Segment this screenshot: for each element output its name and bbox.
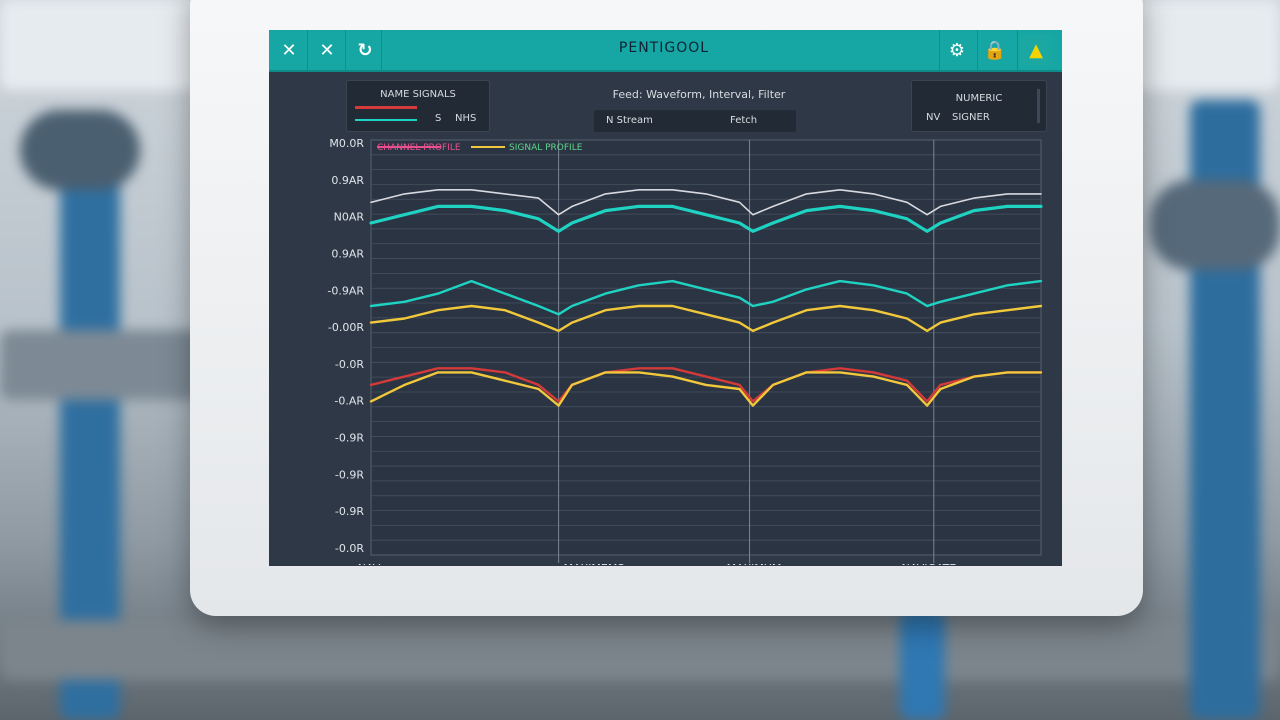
- x-tick-label: MAXIMEMS: [564, 562, 625, 565]
- lock-icon[interactable]: 🔒: [983, 39, 1007, 61]
- signal-bar-teal: [355, 119, 417, 121]
- settings-icon[interactable]: ⚙: [948, 39, 966, 61]
- top-toolbar: ✕ ✕ ↻ PENTIGOOL ⚙ 🔒 ▲: [269, 30, 1062, 72]
- y-tick-label: -0.0R: [335, 358, 364, 371]
- x-tick-label: NAVIGATE: [902, 562, 957, 565]
- numeric-right: SIGNER: [952, 112, 990, 123]
- numeric-scrollbar[interactable]: [1037, 89, 1040, 123]
- x-tick-label: NAV: [358, 562, 381, 565]
- collapse-icon[interactable]: ✕: [319, 39, 335, 61]
- y-tick-label: -0.9R: [335, 505, 364, 518]
- close-icon[interactable]: ✕: [281, 39, 297, 61]
- signals-right: NHS: [455, 113, 477, 124]
- y-tick-label: -0.00R: [328, 321, 364, 334]
- warning-icon[interactable]: ▲: [1020, 34, 1052, 66]
- legend-label: CHANNEL PROFILE: [377, 143, 461, 153]
- x-tick-label: MAXIMUM: [727, 562, 782, 565]
- series-line: [369, 279, 1043, 316]
- signals-left: S: [435, 113, 442, 124]
- y-tick-label: -0.9R: [335, 432, 364, 445]
- refresh-icon[interactable]: ↻: [357, 39, 373, 61]
- signals-panel[interactable]: NAME SIGNALS S NHS: [346, 80, 490, 132]
- numeric-panel[interactable]: NUMERIC NV SIGNER: [911, 80, 1047, 132]
- legend-label: SIGNAL PROFILE: [509, 143, 583, 153]
- y-tick-label: M0.0R: [329, 137, 364, 150]
- y-tick-label: -0.9R: [335, 468, 364, 481]
- y-tick-label: -0.0R: [335, 542, 364, 555]
- y-tick-label: -0.AR: [334, 395, 364, 408]
- series-line: [369, 367, 1043, 403]
- signals-panel-title: NAME SIGNALS: [380, 89, 456, 100]
- y-tick-label: N0AR: [334, 211, 365, 224]
- series-line: [369, 371, 1043, 407]
- feed-info: Feed: Waveform, Interval, Filter: [612, 88, 786, 101]
- signal-bar-red: [355, 106, 417, 109]
- dashboard-screen: ✕ ✕ ↻ PENTIGOOL ⚙ 🔒 ▲ NAME SIGNALS S NHS…: [269, 30, 1062, 566]
- series-line: [369, 304, 1043, 333]
- fetch-label: Fetch: [730, 115, 758, 126]
- y-tick-label: 0.9AR: [331, 174, 364, 187]
- stream-label: N Stream: [606, 115, 653, 126]
- stream-subpanel[interactable]: N Stream Fetch: [594, 110, 796, 132]
- app-title: PENTIGOOL: [618, 40, 710, 56]
- y-tick-label: -0.9AR: [327, 284, 364, 297]
- numeric-panel-title: NUMERIC: [955, 93, 1003, 104]
- waveform-chart: M0.0R 0.9AR N0AR 0.9AR -0.9AR -0.00R -0.0R -0.A…: [327, 137, 1043, 565]
- y-tick-label: 0.9AR: [331, 247, 364, 260]
- series-line: [370, 189, 1042, 216]
- series-line: [369, 204, 1043, 233]
- numeric-left: NV: [926, 112, 941, 123]
